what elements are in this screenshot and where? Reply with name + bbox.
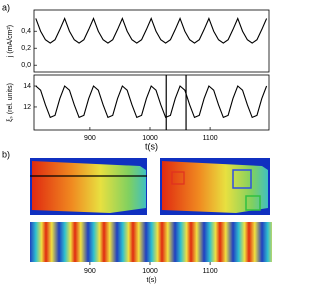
- panel-label: a): [2, 2, 10, 12]
- space-time-plot: [30, 222, 272, 262]
- roi: [245, 195, 261, 211]
- x-axis-label: t(s): [145, 141, 158, 151]
- panel-label: b): [2, 149, 10, 159]
- y-tick-label: 14: [23, 83, 31, 90]
- x-tick-label: 900: [84, 268, 96, 275]
- y-tick-label: 0,2: [21, 45, 31, 52]
- roi: [232, 169, 252, 189]
- figure: a) b) 0,0 0,2 0,4 j (mA/cm²) 12 14 900 1000 1100…: [2, 2, 272, 284]
- image-left: [30, 158, 147, 215]
- x-tick-label: 1100: [203, 268, 218, 275]
- x-tick-label: 1000: [142, 135, 158, 142]
- data-line: [35, 85, 268, 119]
- image-pattern: [162, 161, 268, 213]
- y-tick-label: 12: [23, 104, 31, 111]
- plot-frame: [33, 74, 270, 131]
- y-tick-label: 0,4: [21, 28, 31, 35]
- y-axis-label: j (mA/cm²): [7, 25, 14, 58]
- data-line: [35, 17, 268, 44]
- y-tick-label: 0,0: [21, 62, 31, 69]
- roi: [171, 171, 185, 185]
- image-right: [160, 158, 270, 215]
- x-tick-label: 1100: [203, 135, 218, 142]
- plot-frame: [33, 9, 270, 73]
- x-axis-label: t(s): [146, 277, 156, 284]
- y-axis-label: ξₛ (rel. units): [7, 83, 14, 122]
- x-tick-label: 900: [84, 135, 96, 142]
- x-tick-label: 1000: [142, 268, 158, 275]
- image-pattern: [32, 161, 146, 213]
